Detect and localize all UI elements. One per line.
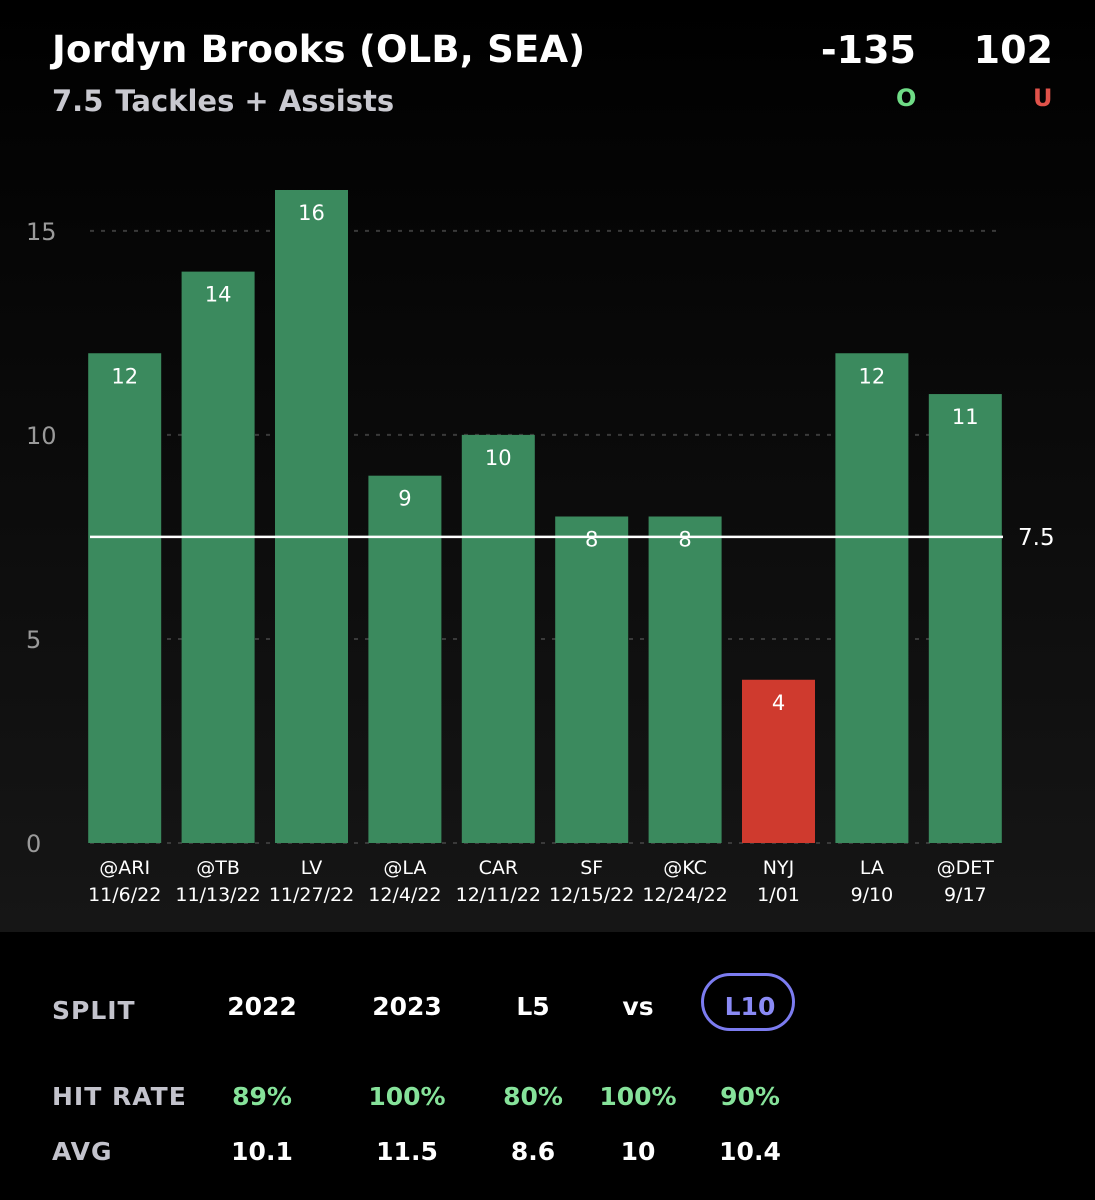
bar-value-label-0: 12 — [111, 364, 138, 388]
bar-value-label-9: 11 — [952, 405, 979, 429]
bar-6 — [648, 516, 722, 843]
bar-value-label-7: 4 — [772, 691, 785, 715]
y-tick-label-5: 5 — [26, 626, 41, 654]
hit-rate-row-label: HIT RATE — [52, 1082, 187, 1111]
x-tick-opponent-3: @LA — [383, 857, 426, 879]
hit-rate-2023: 100% — [368, 1082, 446, 1111]
bar-value-label-6: 8 — [678, 528, 691, 552]
x-tick-opponent-8: LA — [860, 857, 884, 879]
hit-rate-l10: 90% — [720, 1082, 780, 1111]
split-row-label: SPLIT — [52, 996, 136, 1025]
x-tick-date-5: 12/15/22 — [549, 884, 634, 906]
x-tick-opponent-6: @KC — [663, 857, 707, 879]
hit-rate-vs: 100% — [599, 1082, 677, 1111]
x-tick-date-2: 11/27/22 — [269, 884, 354, 906]
bar-value-label-5: 8 — [585, 528, 598, 552]
prop-subtitle: 7.5 Tackles + Assists — [52, 84, 394, 118]
bar-value-label-1: 14 — [205, 283, 232, 307]
x-tick-date-3: 12/4/22 — [368, 884, 441, 906]
chart-panel: Jordyn Brooks (OLB, SEA) 7.5 Tackles + As… — [0, 0, 1095, 932]
y-tick-label-15: 15 — [26, 218, 57, 246]
bar-9 — [928, 394, 1002, 843]
bar-5 — [555, 516, 629, 843]
x-tick-date-6: 12/24/22 — [642, 884, 727, 906]
x-tick-date-0: 11/6/22 — [88, 884, 161, 906]
avg-row-label: AVG — [52, 1137, 113, 1166]
prop-line-label: 7.5 — [1018, 525, 1055, 551]
split-tab-2022[interactable]: 2022 — [227, 992, 297, 1021]
bar-7 — [742, 679, 815, 843]
avg-2023: 11.5 — [376, 1137, 438, 1166]
under-odds[interactable]: 102 — [973, 28, 1053, 72]
x-tick-date-8: 9/10 — [851, 884, 894, 906]
split-tab-vs[interactable]: vs — [622, 992, 654, 1021]
split-tab-l5[interactable]: L5 — [516, 992, 550, 1021]
avg-2022: 10.1 — [231, 1137, 293, 1166]
stats-table: SPLIT HIT RATE AVG 2022 2023 L5 vs L10 8… — [0, 932, 1095, 1200]
split-tab-l10[interactable]: L10 — [724, 992, 776, 1021]
x-tick-date-9: 9/17 — [944, 884, 987, 906]
bar-value-label-4: 10 — [485, 446, 512, 470]
y-tick-label-10: 10 — [26, 422, 57, 450]
bar-value-label-8: 12 — [859, 364, 886, 388]
bar-value-label-3: 9 — [398, 487, 411, 511]
bar-value-label-2: 16 — [298, 201, 325, 225]
over-tag: O — [896, 84, 917, 112]
bar-8 — [835, 353, 909, 843]
avg-l5: 8.6 — [510, 1137, 556, 1166]
avg-l10: 10.4 — [719, 1137, 781, 1166]
hit-rate-l5: 80% — [503, 1082, 563, 1111]
x-tick-date-7: 1/01 — [757, 884, 800, 906]
bar-0 — [88, 353, 162, 843]
avg-vs: 10 — [620, 1137, 656, 1166]
x-tick-date-1: 11/13/22 — [175, 884, 260, 906]
split-selected-pill[interactable] — [701, 973, 795, 1031]
player-title: Jordyn Brooks (OLB, SEA) — [52, 28, 586, 71]
x-tick-opponent-0: @ARI — [99, 857, 150, 879]
x-tick-opponent-5: SF — [580, 857, 603, 879]
bar-3 — [368, 475, 442, 843]
hit-rate-2022: 89% — [232, 1082, 292, 1111]
bar-1 — [181, 271, 255, 843]
bar-4 — [461, 434, 535, 843]
split-tab-2023[interactable]: 2023 — [372, 992, 442, 1021]
x-tick-opponent-2: LV — [301, 857, 323, 879]
x-tick-opponent-1: @TB — [196, 857, 240, 879]
prop-line-value: 7.5 — [52, 84, 104, 118]
over-odds[interactable]: -135 — [820, 28, 916, 72]
y-tick-label-0: 0 — [26, 830, 41, 858]
prop-stat-label: Tackles + Assists — [115, 84, 395, 118]
bar-2 — [275, 190, 348, 843]
x-tick-opponent-7: NYJ — [763, 857, 794, 879]
x-tick-date-4: 12/11/22 — [456, 884, 541, 906]
x-tick-opponent-9: @DET — [937, 857, 995, 879]
under-tag: U — [1033, 84, 1053, 112]
x-tick-opponent-4: CAR — [479, 857, 518, 879]
bar-chart: 0 5 10 15 12 @ARI 11/6/22 14 @TB 11/13/22 16 LV 11/2… — [26, 190, 1055, 906]
